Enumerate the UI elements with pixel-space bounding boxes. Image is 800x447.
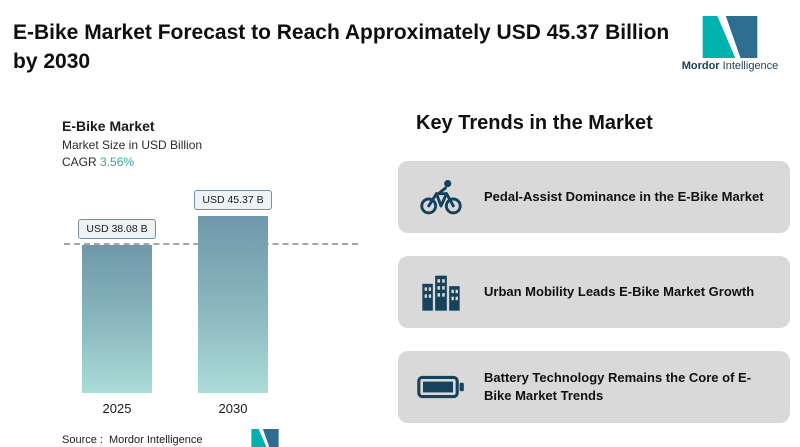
source-label: Source : (62, 433, 103, 446)
cagr-value: 3.56% (100, 155, 135, 169)
x-axis-label: 2030 (218, 401, 248, 416)
mordor-logo-icon-small (250, 429, 279, 447)
mordor-logo-icon (702, 16, 758, 58)
trend-card-pedal-assist: Pedal-Assist Dominance in the E-Bike Mar… (398, 161, 790, 233)
x-axis-label: 2025 (102, 401, 132, 416)
bar-2025 (82, 244, 152, 393)
chart-title: E-Bike Market (62, 118, 155, 134)
cyclist-icon (398, 178, 484, 216)
trend-label: Urban Mobility Leads E-Bike Market Growt… (484, 283, 755, 299)
battery-icon (398, 372, 484, 402)
source-row: Source : Mordor Intelligence (62, 429, 372, 447)
chart-subtitle: Market Size in USD Billion (62, 138, 203, 152)
bar-group-2030: USD 45.37 B 2030 (194, 190, 272, 419)
market-chart-panel: E-Bike Market Market Size in USD Billion… (62, 118, 372, 447)
bar-2030 (198, 216, 268, 393)
bar-value-label: USD 45.37 B (194, 190, 272, 211)
bar-chart: USD 38.08 B 2025 USD 45.37 B 2030 (62, 179, 372, 419)
bar-group-2025: USD 38.08 B 2025 (78, 218, 156, 420)
trend-label: Pedal-Assist Dominance in the E-Bike Mar… (484, 188, 764, 204)
brand-logo-text: Mordor Intelligence (681, 60, 779, 72)
trend-card-battery-technology: Battery Technology Remains the Core of E… (398, 351, 790, 423)
page-title: E-Bike Market Forecast to Reach Approxim… (13, 21, 670, 74)
key-trends-panel: Key Trends in the Market Pedal-Assist Do… (398, 112, 790, 446)
brand-logo: Mordor Intelligence (676, 16, 784, 72)
buildings-icon (398, 273, 484, 311)
trend-label: Battery Technology Remains the Core of E… (484, 369, 752, 403)
chart-cagr: CAGR 3.56% (62, 155, 135, 169)
source-value: Mordor Intelligence (108, 433, 203, 446)
bar-value-label: USD 38.08 B (78, 218, 156, 239)
trends-heading: Key Trends in the Market (416, 112, 653, 134)
trend-card-urban-mobility: Urban Mobility Leads E-Bike Market Growt… (398, 256, 790, 328)
